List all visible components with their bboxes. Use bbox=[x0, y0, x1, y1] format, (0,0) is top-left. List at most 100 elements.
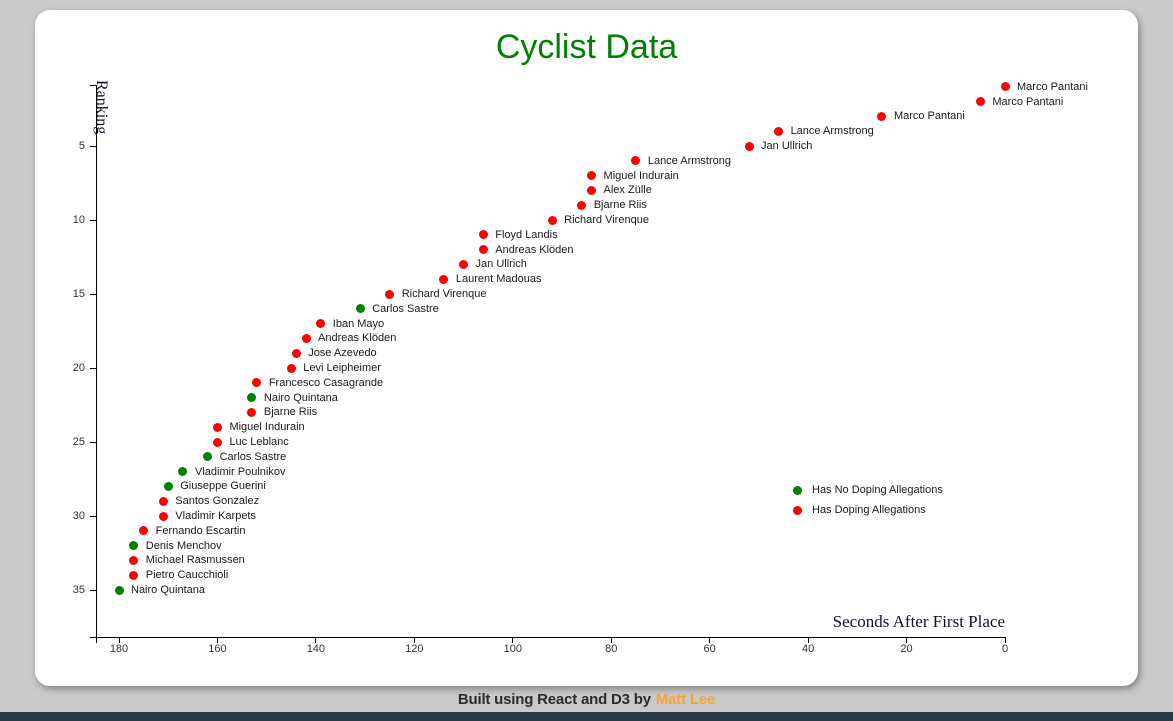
data-point[interactable] bbox=[774, 126, 784, 136]
data-point[interactable] bbox=[158, 496, 168, 506]
data-point[interactable] bbox=[129, 541, 139, 551]
data-point[interactable] bbox=[587, 185, 597, 195]
data-point[interactable] bbox=[139, 526, 149, 536]
x-axis-tick-label: 120 bbox=[405, 643, 424, 655]
data-point-label: Jan Ullrich bbox=[475, 258, 527, 271]
data-point-label: Michael Rasmussen bbox=[145, 554, 245, 567]
data-point[interactable] bbox=[286, 363, 296, 373]
x-axis-tick bbox=[610, 637, 612, 643]
footer-author-link[interactable]: Matt Lee bbox=[655, 690, 716, 708]
data-point-label: Francesco Casagrande bbox=[268, 376, 384, 389]
data-point[interactable] bbox=[212, 437, 222, 447]
data-point[interactable] bbox=[577, 200, 587, 210]
x-axis-tick bbox=[906, 637, 908, 643]
footer: Built using React and D3 by Matt Lee bbox=[0, 686, 1173, 712]
x-axis-tick bbox=[118, 637, 120, 643]
data-point-label: Alex Zülle bbox=[603, 184, 652, 197]
legend-item-no-doping: Has No Doping Allegations bbox=[793, 480, 943, 500]
y-axis-label: Ranking bbox=[93, 80, 110, 135]
x-axis-tick-label: 60 bbox=[703, 643, 716, 655]
x-axis-tick bbox=[1004, 637, 1006, 643]
plot-area: Seconds After First Place Ranking Has No… bbox=[35, 10, 1138, 686]
data-point-label: Miguel Indurain bbox=[229, 421, 305, 434]
chart-title: Cyclist Data bbox=[495, 28, 678, 66]
data-point[interactable] bbox=[301, 333, 311, 343]
y-axis-tick-label: 10 bbox=[72, 214, 85, 226]
y-axis-tick-label: 25 bbox=[72, 436, 85, 448]
data-point[interactable] bbox=[252, 378, 262, 388]
chart-legend: Has No Doping Allegations Has Doping All… bbox=[793, 480, 943, 520]
data-point[interactable] bbox=[385, 289, 395, 299]
y-axis-tick-label: 15 bbox=[72, 288, 85, 300]
x-axis-tick-label: 80 bbox=[605, 643, 618, 655]
data-point-label: Santos Gonzalez bbox=[175, 495, 260, 508]
data-point-label: Jan Ullrich bbox=[761, 140, 813, 152]
data-point-label: Andreas Klöden bbox=[318, 332, 397, 345]
data-point-label: Nairo Quintana bbox=[131, 584, 205, 596]
data-point[interactable] bbox=[459, 259, 469, 269]
data-point-label: Vladimir Karpets bbox=[175, 510, 256, 522]
data-point[interactable] bbox=[247, 393, 257, 403]
data-point-label: Levi Leipheimer bbox=[303, 362, 381, 374]
y-axis-tick bbox=[90, 515, 96, 517]
data-point[interactable] bbox=[439, 274, 449, 284]
data-point[interactable] bbox=[975, 97, 985, 107]
footer-text: Built using React and D3 by bbox=[457, 690, 651, 708]
data-point-label: Lance Armstrong bbox=[647, 154, 731, 167]
data-point[interactable] bbox=[247, 407, 257, 417]
legend-item-doping: Has Doping Allegations bbox=[793, 500, 943, 520]
legend-label: Has Doping Allegations bbox=[812, 504, 926, 516]
y-axis-tick-label: 35 bbox=[72, 584, 85, 596]
x-axis-tick bbox=[315, 637, 317, 643]
y-axis-tick bbox=[90, 589, 96, 591]
data-point[interactable] bbox=[547, 215, 557, 225]
green-dot-icon bbox=[793, 485, 802, 495]
x-axis-tick-label: 160 bbox=[208, 643, 227, 655]
legend-label: Has No Doping Allegations bbox=[812, 484, 943, 496]
data-point-label: Laurent Madouas bbox=[455, 273, 542, 286]
data-point[interactable] bbox=[478, 230, 488, 240]
data-point[interactable] bbox=[355, 304, 365, 314]
data-point[interactable] bbox=[203, 452, 213, 462]
data-point[interactable] bbox=[129, 570, 139, 580]
data-point-label: Iban Mayo bbox=[332, 317, 385, 330]
data-point-label: Denis Menchov bbox=[145, 539, 222, 552]
y-axis-tick bbox=[90, 219, 96, 221]
data-point-label: Marco Pantani bbox=[1017, 80, 1088, 93]
data-point[interactable] bbox=[291, 348, 301, 358]
x-axis-tick-label: 20 bbox=[900, 643, 913, 655]
x-axis-tick bbox=[512, 637, 514, 643]
data-point-label: Luc Leblanc bbox=[229, 436, 289, 448]
data-point-label: Richard Virenque bbox=[401, 288, 487, 300]
data-point[interactable] bbox=[587, 171, 597, 181]
data-point[interactable] bbox=[316, 319, 326, 329]
data-point-label: Pietro Caucchioli bbox=[145, 569, 229, 582]
x-axis-tick bbox=[709, 637, 711, 643]
data-point-label: Miguel Indurain bbox=[603, 169, 679, 182]
data-point[interactable] bbox=[129, 555, 139, 565]
data-point[interactable] bbox=[478, 245, 488, 255]
data-point[interactable] bbox=[877, 111, 887, 121]
data-point[interactable] bbox=[178, 467, 188, 477]
data-point-label: Fernando Escartin bbox=[155, 524, 246, 537]
data-point[interactable] bbox=[1000, 82, 1010, 92]
data-point[interactable] bbox=[631, 156, 641, 166]
x-axis-origin-tick bbox=[96, 637, 97, 643]
y-axis-tick bbox=[90, 441, 96, 443]
y-axis-tick bbox=[90, 367, 96, 369]
data-point[interactable] bbox=[744, 141, 754, 151]
y-axis-tick-label: 20 bbox=[72, 362, 85, 374]
data-point-label: Bjarne Riis bbox=[593, 199, 647, 212]
y-axis-tick bbox=[90, 293, 96, 295]
x-axis-tick-label: 40 bbox=[801, 643, 815, 655]
data-point-label: Marco Pantani bbox=[893, 110, 965, 123]
x-axis-tick-label: 140 bbox=[306, 643, 326, 655]
data-point[interactable] bbox=[114, 585, 124, 595]
data-point[interactable] bbox=[163, 481, 173, 491]
data-point[interactable] bbox=[212, 422, 222, 432]
x-axis-tick bbox=[216, 637, 218, 643]
red-dot-icon bbox=[793, 505, 802, 515]
x-axis-tick-label: 0 bbox=[1001, 643, 1009, 655]
data-point-label: Lance Armstrong bbox=[790, 125, 874, 138]
data-point[interactable] bbox=[158, 511, 168, 521]
